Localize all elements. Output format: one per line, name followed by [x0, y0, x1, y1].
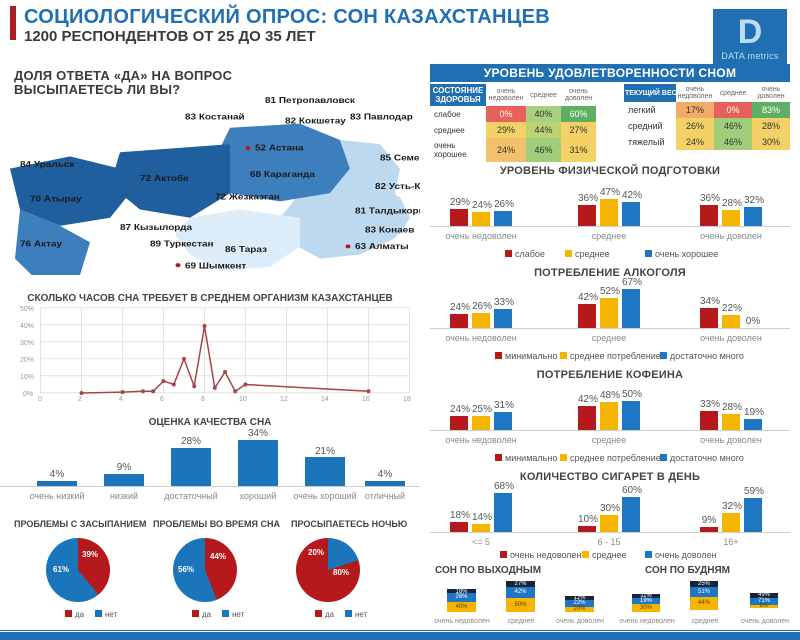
svg-text:30%: 30% — [20, 340, 34, 347]
svg-text:50%: 50% — [20, 306, 34, 313]
svg-text:84 Уральск: 84 Уральск — [20, 160, 75, 169]
svg-text:68 Караганда: 68 Караганда — [250, 170, 316, 179]
svg-text:89 Туркестан: 89 Туркестан — [150, 239, 214, 248]
svg-text:2: 2 — [78, 396, 82, 403]
svg-text:81 Талдыкорган: 81 Талдыкорган — [355, 206, 420, 215]
svg-text:20%: 20% — [20, 357, 34, 364]
svg-text:63 Алматы: 63 Алматы — [355, 242, 409, 251]
svg-text:72 Актобе: 72 Актобе — [140, 174, 189, 183]
svg-text:10%: 10% — [20, 374, 34, 381]
svg-text:14: 14 — [321, 396, 329, 403]
svg-text:52 Астана: 52 Астана — [255, 143, 305, 152]
svg-text:12: 12 — [280, 396, 288, 403]
svg-text:82 Кокшетау: 82 Кокшетау — [285, 116, 347, 125]
svg-text:4: 4 — [119, 396, 123, 403]
svg-text:83 Павлодар: 83 Павлодар — [350, 112, 413, 121]
svg-text:0%: 0% — [23, 391, 33, 398]
svg-text:72 Жезказган: 72 Жезказган — [215, 193, 280, 202]
svg-text:40%: 40% — [20, 323, 34, 330]
svg-text:69 Шымкент: 69 Шымкент — [185, 261, 247, 270]
svg-text:76 Актау: 76 Актау — [20, 239, 63, 248]
svg-text:86 Тараз: 86 Тараз — [225, 245, 268, 254]
svg-text:70 Атырау: 70 Атырау — [30, 194, 83, 203]
svg-text:83 Конаев: 83 Конаев — [365, 225, 415, 234]
svg-text:10: 10 — [239, 396, 247, 403]
svg-text:0: 0 — [38, 396, 42, 403]
svg-text:81 Петропавловск: 81 Петропавловск — [265, 96, 355, 105]
svg-text:18: 18 — [403, 396, 411, 403]
svg-text:83 Костанай: 83 Костанай — [185, 112, 245, 121]
svg-text:6: 6 — [160, 396, 164, 403]
svg-text:8: 8 — [201, 396, 205, 403]
svg-text:87 Кызылорда: 87 Кызылорда — [120, 223, 193, 232]
svg-text:16: 16 — [362, 396, 370, 403]
svg-text:85 Семей: 85 Семей — [380, 153, 420, 162]
svg-text:82 Усть-Каме: 82 Усть-Каме — [375, 182, 420, 191]
